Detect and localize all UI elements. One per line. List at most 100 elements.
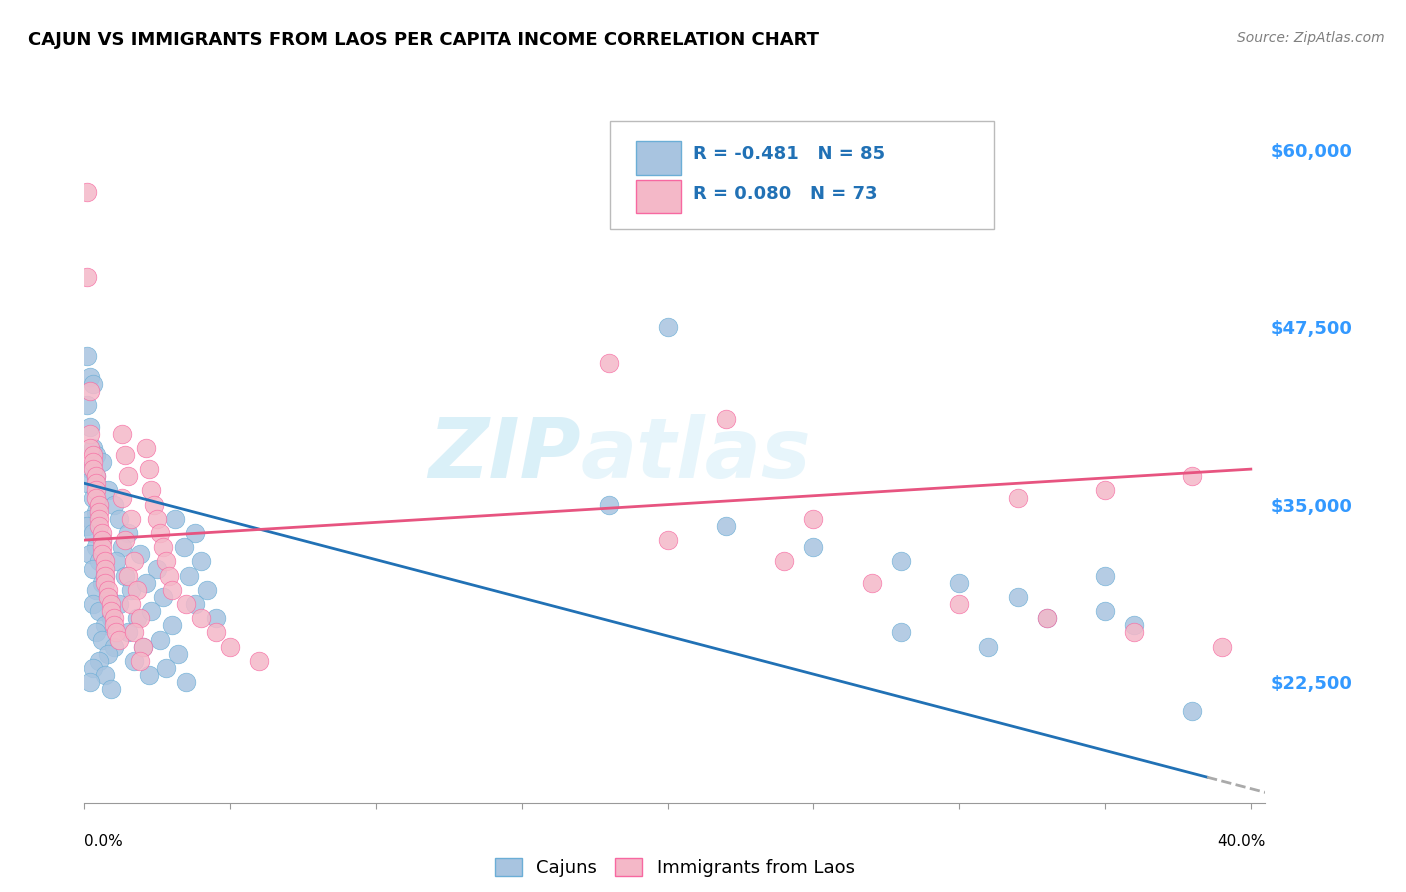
Point bbox=[94, 575, 117, 590]
Point bbox=[128, 611, 150, 625]
Point bbox=[87, 505, 110, 519]
Point bbox=[79, 441, 101, 455]
Point bbox=[131, 640, 153, 654]
Point bbox=[79, 384, 101, 398]
Point bbox=[82, 441, 104, 455]
Point bbox=[149, 526, 172, 541]
Point bbox=[657, 320, 679, 334]
Point bbox=[108, 512, 131, 526]
Point bbox=[657, 533, 679, 548]
Text: ZIP: ZIP bbox=[427, 415, 581, 495]
Point bbox=[184, 526, 207, 541]
Point bbox=[82, 526, 104, 541]
Point bbox=[152, 590, 174, 604]
Point bbox=[100, 597, 122, 611]
Point bbox=[117, 526, 139, 541]
Point bbox=[1007, 590, 1029, 604]
Point bbox=[87, 654, 110, 668]
Point bbox=[160, 582, 183, 597]
Point bbox=[84, 540, 107, 554]
Point bbox=[79, 462, 101, 476]
Point bbox=[117, 568, 139, 582]
Point bbox=[190, 554, 212, 568]
Point bbox=[94, 554, 117, 568]
Point bbox=[94, 618, 117, 632]
Point bbox=[152, 540, 174, 554]
Point bbox=[204, 625, 226, 640]
Legend: Cajuns, Immigrants from Laos: Cajuns, Immigrants from Laos bbox=[488, 850, 862, 884]
Point bbox=[87, 512, 110, 526]
Point bbox=[117, 469, 139, 483]
Point bbox=[160, 618, 183, 632]
Point bbox=[76, 519, 98, 533]
Point bbox=[120, 597, 142, 611]
Point bbox=[714, 519, 737, 533]
Point bbox=[125, 582, 148, 597]
Point bbox=[128, 547, 150, 561]
Point bbox=[82, 597, 104, 611]
Point bbox=[79, 426, 101, 441]
Point bbox=[105, 554, 128, 568]
Point bbox=[82, 455, 104, 469]
Point bbox=[90, 455, 112, 469]
Point bbox=[114, 568, 136, 582]
Point bbox=[146, 512, 169, 526]
Point bbox=[176, 675, 198, 690]
Point bbox=[100, 611, 122, 625]
Point bbox=[90, 547, 112, 561]
Point bbox=[114, 533, 136, 548]
Point bbox=[176, 597, 198, 611]
Point bbox=[128, 654, 150, 668]
Point bbox=[97, 483, 120, 498]
Point bbox=[114, 448, 136, 462]
Point bbox=[90, 632, 112, 647]
Point bbox=[87, 604, 110, 618]
Point bbox=[94, 568, 117, 582]
Point bbox=[82, 491, 104, 505]
Point bbox=[1094, 568, 1116, 582]
Point bbox=[90, 533, 112, 548]
Point bbox=[146, 561, 169, 575]
Point bbox=[105, 625, 128, 640]
Point bbox=[111, 540, 134, 554]
Point bbox=[76, 398, 98, 412]
Point bbox=[90, 533, 112, 548]
Point bbox=[84, 448, 107, 462]
Point bbox=[166, 647, 188, 661]
Point bbox=[155, 661, 177, 675]
Point bbox=[598, 356, 620, 370]
Point bbox=[149, 632, 172, 647]
Point bbox=[138, 668, 160, 682]
Point bbox=[135, 441, 157, 455]
Point bbox=[84, 491, 107, 505]
Point bbox=[948, 575, 970, 590]
Point bbox=[100, 682, 122, 697]
Point bbox=[108, 597, 131, 611]
Point bbox=[97, 647, 120, 661]
Point bbox=[1123, 618, 1146, 632]
Point bbox=[1035, 611, 1057, 625]
Point bbox=[157, 568, 180, 582]
Point bbox=[94, 668, 117, 682]
Point bbox=[76, 186, 98, 200]
Point bbox=[135, 575, 157, 590]
Point bbox=[111, 491, 134, 505]
Bar bbox=[636, 141, 681, 175]
Point bbox=[111, 426, 134, 441]
Point bbox=[76, 349, 98, 363]
Point bbox=[141, 604, 163, 618]
Point bbox=[1181, 704, 1204, 718]
Point bbox=[173, 540, 195, 554]
Point bbox=[76, 270, 98, 285]
Point bbox=[977, 640, 1000, 654]
Point bbox=[1123, 625, 1146, 640]
Point bbox=[76, 476, 98, 491]
Point bbox=[79, 547, 101, 561]
Point bbox=[890, 625, 912, 640]
Point bbox=[97, 582, 120, 597]
Point bbox=[122, 554, 145, 568]
Point bbox=[948, 597, 970, 611]
Point bbox=[131, 640, 153, 654]
Point bbox=[108, 632, 131, 647]
Point bbox=[84, 469, 107, 483]
